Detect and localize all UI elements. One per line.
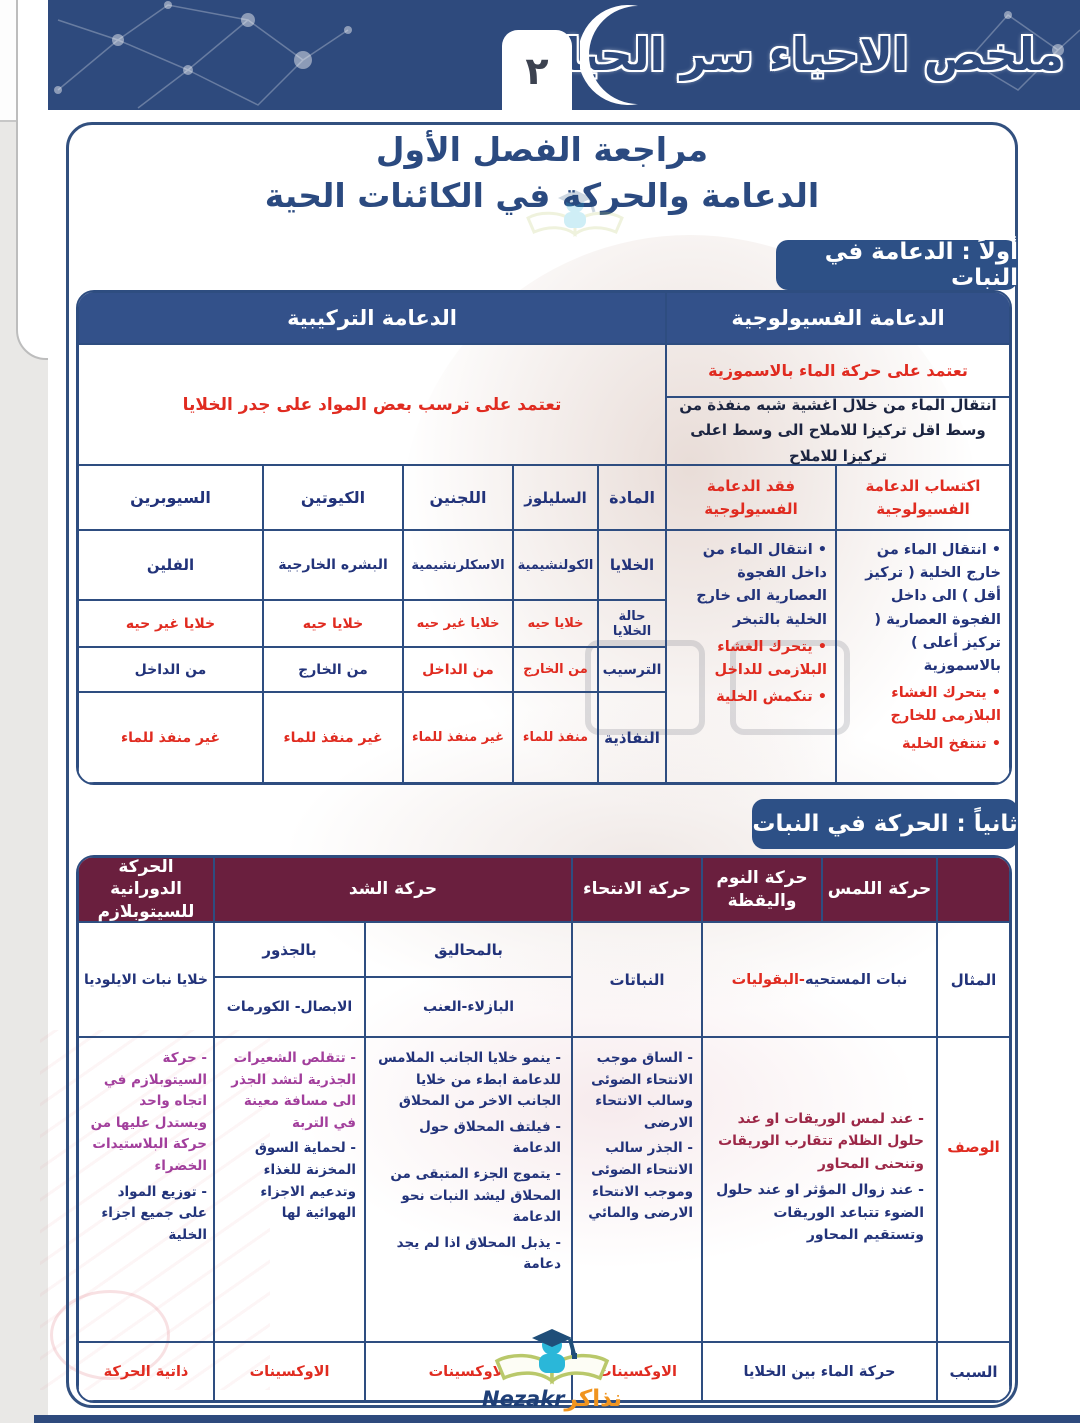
row-label-example: المثال <box>937 922 1010 1037</box>
gain-support-details: • انتقال الماء من خارج الخلية ( تركيز أق… <box>836 530 1010 783</box>
example-tendrils: البازلاء-العنب <box>365 977 572 1037</box>
structural-support-header: الدعامة التركيبية <box>78 292 666 344</box>
main-content-box <box>66 122 1018 1408</box>
permeability-suberin: غير منفذ للماء <box>78 692 263 783</box>
example-tropism: النباتات <box>572 922 702 1037</box>
watermark-text: Nezakrنذاكر <box>482 1386 623 1412</box>
gain-support-header: اكتساب الدعامة الفسيولوجية <box>836 465 1010 530</box>
material-cutin-header: الكيوتين <box>263 465 403 530</box>
watermark-logo: Nezakrنذاكر <box>482 1326 622 1411</box>
tropism-column-header: حركة الانتحاء <box>572 857 702 922</box>
page-number-tab: ٢ <box>502 30 572 112</box>
permeability-cellulose: منفذ للماء <box>513 692 598 783</box>
description-roots: - تتقلص الشعيرات الجذرية لتشد الجذر الى … <box>214 1037 365 1342</box>
description-tropism: - الساق موجب الانتحاء الضوئى وسالب الانت… <box>572 1037 702 1342</box>
row-label-permeability: النفاذية <box>598 692 666 783</box>
cells-cellulose: الكولنشيمية <box>513 530 598 600</box>
support-table: الدعامة التركيبية الدعامة الفسيولوجية تع… <box>76 290 1012 785</box>
example-touch-sleep: نبات المستحيه -البقوليات <box>702 922 937 1037</box>
chapter-title-line2: الدعامة والحركة في الكائنات الحية <box>264 176 820 215</box>
watermark-logo-faint <box>520 188 630 240</box>
row-label-deposition: الترسيب <box>598 647 666 692</box>
description-cyclosis: - حركة السيتوبلازم في اتجاه واحد ويستدل … <box>78 1037 214 1342</box>
corner-header-cell <box>937 857 1010 922</box>
state-cutin: خلايا حيه <box>263 600 403 647</box>
physiological-intro: تعتمد على حركة الماء بالاسموزية <box>666 344 1010 397</box>
cyclosis-column-header: الحركة الدورانية للسيتوبلازم <box>78 857 214 922</box>
bottom-bar <box>34 1415 1080 1423</box>
physiological-support-header: الدعامة الفسيولوجية <box>666 292 1010 344</box>
movement-table: الحركة الدورانية للسيتوبلازم حركة الشد ح… <box>76 855 1012 1403</box>
material-cellulose-header: السليلوز <box>513 465 598 530</box>
loss-support-details: • انتقال الماء من داخل الفجوة العصارية ا… <box>666 530 836 783</box>
cells-lignin: الاسكلرنشيمية <box>403 530 513 600</box>
cells-suberin: الفلين <box>78 530 263 600</box>
row-label-description: الوصف <box>937 1037 1010 1342</box>
state-suberin: خلايا غير حيه <box>78 600 263 647</box>
material-suberin-header: السيوبرين <box>78 465 263 530</box>
state-cellulose: خلايا حيه <box>513 600 598 647</box>
watermark-logo-icon <box>494 1329 610 1385</box>
description-touch-sleep: - عند لمس الوريقات او عند حلول الظلام تت… <box>702 1037 937 1342</box>
cause-roots: الاوكسينات <box>214 1342 365 1401</box>
row-label-cells: الخلايا <box>598 530 666 600</box>
example-cyclosis: خلايا نبات الايلوديا <box>78 922 214 1037</box>
row-label-material: المادة <box>598 465 666 530</box>
deposition-cutin: من الخارج <box>263 647 403 692</box>
deposition-cellulose: من الخارج <box>513 647 598 692</box>
row-label-state: حالة الخلايا <box>598 600 666 647</box>
section2-banner: ثانياً : الحركة في النبات <box>752 799 1018 849</box>
network-pattern-decoration <box>54 1 1080 109</box>
deposition-lignin: من الداخل <box>403 647 513 692</box>
touch-column-header: حركة اللمس <box>822 857 937 922</box>
structural-intro: تعتمد على ترسب بعض المواد على جدر الخلاي… <box>78 344 666 465</box>
crescent-icon <box>578 2 646 112</box>
physiological-description: انتقال الماء من خلال اغشية شبه منفذة من … <box>666 396 1010 465</box>
section1-banner: أولاً : الدعامة في النبات <box>776 239 1018 291</box>
state-lignin: خلايا غير حيه <box>403 600 513 647</box>
material-lignin-header: اللجنين <box>403 465 513 530</box>
description-tendrils: - ينمو خلايا الجانب الملامس للدعامة ابطء… <box>365 1037 572 1342</box>
sleep-column-header: حركة النوم واليقظة <box>702 857 822 922</box>
booklet-title: ملخص الاحياء سر الحياة <box>538 28 1065 81</box>
permeability-cutin: غير منفذ للماء <box>263 692 403 783</box>
cells-cutin: البشره الخارجية <box>263 530 403 600</box>
deposition-suberin: من الداخل <box>78 647 263 692</box>
tension-roots-subheader: بالجذور <box>214 922 365 977</box>
permeability-lignin: غير منفذ للماء <box>403 692 513 783</box>
loss-support-header: فقد الدعامة الفسيولوجية <box>666 465 836 530</box>
example-roots: الابصال- الكورمات <box>214 977 365 1037</box>
tension-tendrils-subheader: بالمحاليق <box>365 922 572 977</box>
row-label-cause: السبب <box>937 1342 1010 1401</box>
cause-cyclosis: ذاتية الحركة <box>78 1342 214 1401</box>
cause-touch-sleep: حركة الماء بين الخلايا <box>702 1342 937 1401</box>
tension-column-header: حركة الشد <box>214 857 572 922</box>
chapter-title-line1: مراجعة الفصل الأول <box>375 130 709 169</box>
